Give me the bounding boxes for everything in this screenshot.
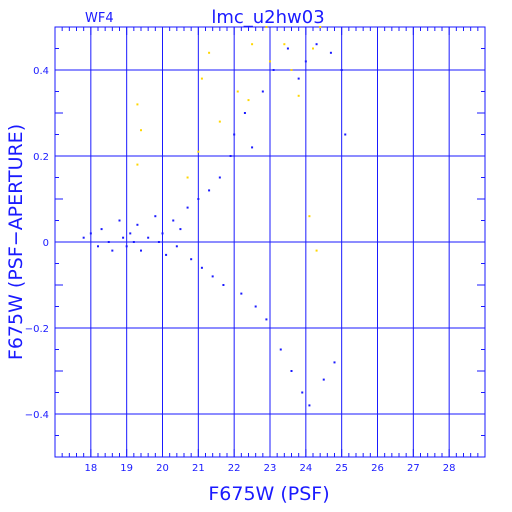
data-point <box>329 51 332 54</box>
data-point <box>97 245 99 248</box>
data-point <box>107 241 110 243</box>
data-point <box>197 198 200 200</box>
x-tick-label: 21 <box>192 463 205 474</box>
data-point <box>200 77 203 80</box>
minor-ticks <box>54 26 486 458</box>
data-point <box>319 26 322 28</box>
data-point <box>315 249 318 252</box>
data-point <box>279 348 282 351</box>
data-point <box>111 249 114 252</box>
x-tick-label: 23 <box>264 463 277 474</box>
data-point <box>147 236 150 239</box>
data-point <box>161 232 164 235</box>
main-series-points <box>82 43 347 407</box>
x-tick-label: 25 <box>335 463 348 474</box>
data-point <box>129 232 132 235</box>
data-point <box>136 163 139 166</box>
data-point <box>140 249 142 252</box>
data-point <box>272 69 275 71</box>
data-point <box>89 232 92 235</box>
data-point <box>229 155 232 157</box>
y-axis-label: F675W (PSF−APERTURE) <box>5 124 27 360</box>
data-point <box>157 241 160 243</box>
data-point <box>304 60 307 63</box>
data-point <box>100 228 103 231</box>
data-point <box>222 284 225 286</box>
data-point <box>208 51 211 54</box>
data-point <box>165 253 168 256</box>
y-tick-labels: −0.4 −0.2 0 0.2 0.4 <box>25 66 49 421</box>
data-point <box>118 219 121 222</box>
data-point <box>186 206 189 209</box>
data-point <box>132 241 135 243</box>
data-point <box>240 292 243 295</box>
data-point <box>251 43 254 46</box>
data-point <box>208 189 211 192</box>
data-point <box>136 223 139 226</box>
data-point <box>154 215 157 218</box>
y-tick-label: −0.4 <box>25 410 49 421</box>
data-point <box>265 318 268 321</box>
data-point <box>315 43 318 46</box>
data-point <box>312 47 314 50</box>
data-point <box>190 258 193 261</box>
data-point <box>322 378 325 381</box>
data-point <box>218 176 221 179</box>
x-tick-labels: 18 19 20 21 22 23 24 25 26 27 28 <box>84 463 455 474</box>
data-point <box>247 99 250 102</box>
data-point <box>179 228 182 231</box>
x-tick-label: 27 <box>407 463 420 474</box>
data-point <box>340 69 343 71</box>
grid-lines <box>55 27 485 457</box>
data-point <box>218 120 221 123</box>
y-tick-label: 0.2 <box>33 152 49 163</box>
data-point <box>308 215 311 218</box>
data-point <box>175 245 178 248</box>
data-point <box>200 266 203 269</box>
data-point <box>290 370 293 372</box>
data-point <box>140 129 142 132</box>
y-tick-label: −0.2 <box>25 324 49 335</box>
data-point <box>122 236 125 239</box>
data-point <box>301 391 304 394</box>
x-tick-label: 28 <box>443 463 456 474</box>
x-axis-label: F675W (PSF) <box>208 483 329 505</box>
data-point <box>344 133 347 136</box>
x-tick-label: 24 <box>299 463 312 474</box>
data-point <box>297 94 300 97</box>
x-tick-label: 20 <box>156 463 169 474</box>
data-point <box>254 305 257 308</box>
data-point <box>251 146 254 149</box>
data-point <box>290 69 293 71</box>
data-point <box>269 60 271 63</box>
data-point <box>172 219 175 222</box>
data-point <box>82 236 85 239</box>
data-point <box>233 133 236 136</box>
data-point <box>283 43 286 46</box>
x-tick-label: 22 <box>228 463 241 474</box>
data-point <box>265 26 268 28</box>
data-point <box>186 176 189 179</box>
y-tick-label: 0 <box>43 238 49 249</box>
chip-label: WF4 <box>85 11 114 26</box>
data-point <box>261 90 264 93</box>
x-tick-label: 18 <box>84 463 97 474</box>
data-point <box>286 47 289 50</box>
flagged-series-points <box>136 26 322 252</box>
x-tick-label: 19 <box>120 463 133 474</box>
data-point <box>243 112 246 114</box>
y-tick-label: 0.4 <box>33 66 49 77</box>
chart-title: lmc_u2hw03 <box>211 7 324 28</box>
x-tick-label: 26 <box>371 463 384 474</box>
data-point <box>236 90 239 93</box>
data-point <box>211 275 214 278</box>
data-point <box>333 361 336 364</box>
data-point <box>136 103 139 106</box>
data-point <box>308 404 311 407</box>
data-point <box>297 77 300 80</box>
data-point <box>197 150 200 153</box>
data-point <box>125 245 128 248</box>
